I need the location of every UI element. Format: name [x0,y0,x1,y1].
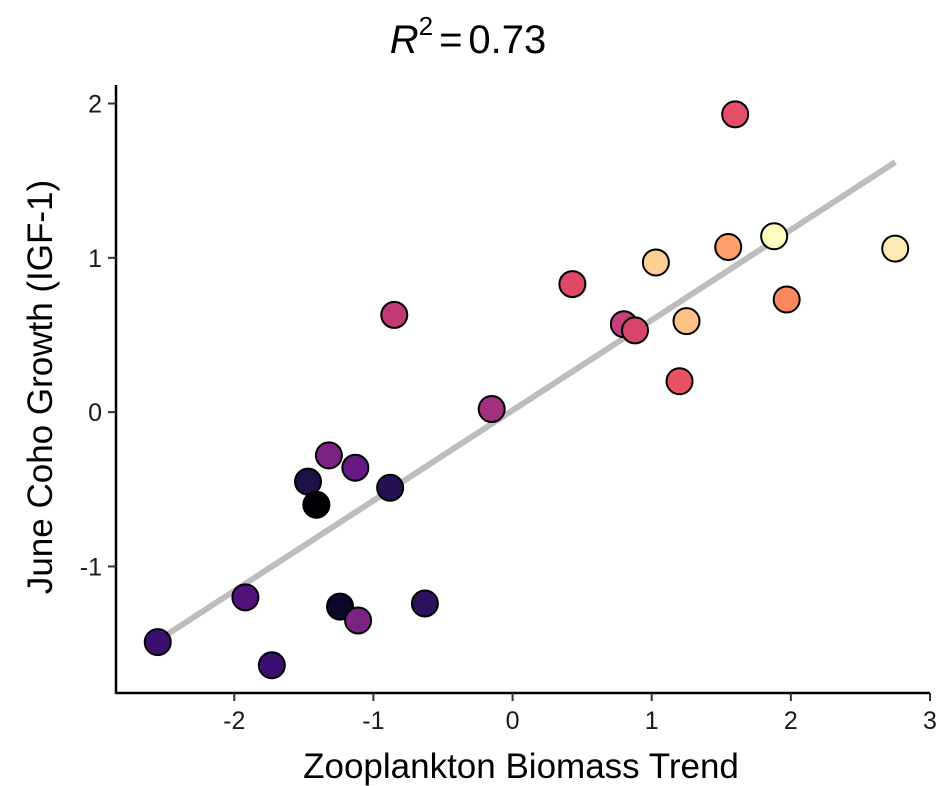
x-tick-label: -2 [223,707,245,735]
x-tick-label: 3 [923,707,937,735]
data-point [760,222,789,251]
title-eq: = [439,18,462,62]
data-point [341,453,370,482]
data-point [314,441,343,470]
title-value: 0.73 [468,18,546,62]
x-tick-label: 1 [645,707,659,735]
data-point [257,651,286,680]
data-point [621,316,650,345]
y-tick-label: -1 [80,553,102,581]
x-tick-label: 2 [784,707,798,735]
y-tick-label: 1 [88,245,102,273]
title-sup: 2 [419,11,433,41]
data-point [672,307,701,336]
x-tick-label: -1 [362,707,384,735]
y-tick-label: 0 [88,399,102,427]
y-axis-title: June Coho Growth (IGF-1) [21,180,60,594]
x-axis-ticks: -2 -1 0 1 2 3 [223,693,937,735]
data-points [143,100,910,680]
data-point [641,248,670,277]
chart-title: R2 = 0.73 [390,11,547,62]
data-point [143,628,172,657]
title-r: R [390,18,419,62]
data-point [665,367,694,396]
data-point [881,234,910,263]
data-point [714,233,743,262]
data-point [231,583,260,612]
x-tick-label: 0 [506,707,520,735]
data-point [380,300,409,329]
data-point [477,395,506,424]
y-axis-ticks: -1 0 1 2 [80,91,116,581]
y-tick-label: 2 [88,91,102,119]
data-point [344,606,373,635]
data-point [302,490,331,519]
data-point [294,467,323,496]
data-point [721,100,750,129]
data-point [772,285,801,314]
data-point [558,270,587,299]
data-point [410,589,439,618]
x-axis-title: Zooplankton Biomass Trend [303,747,739,786]
data-point [376,473,405,502]
